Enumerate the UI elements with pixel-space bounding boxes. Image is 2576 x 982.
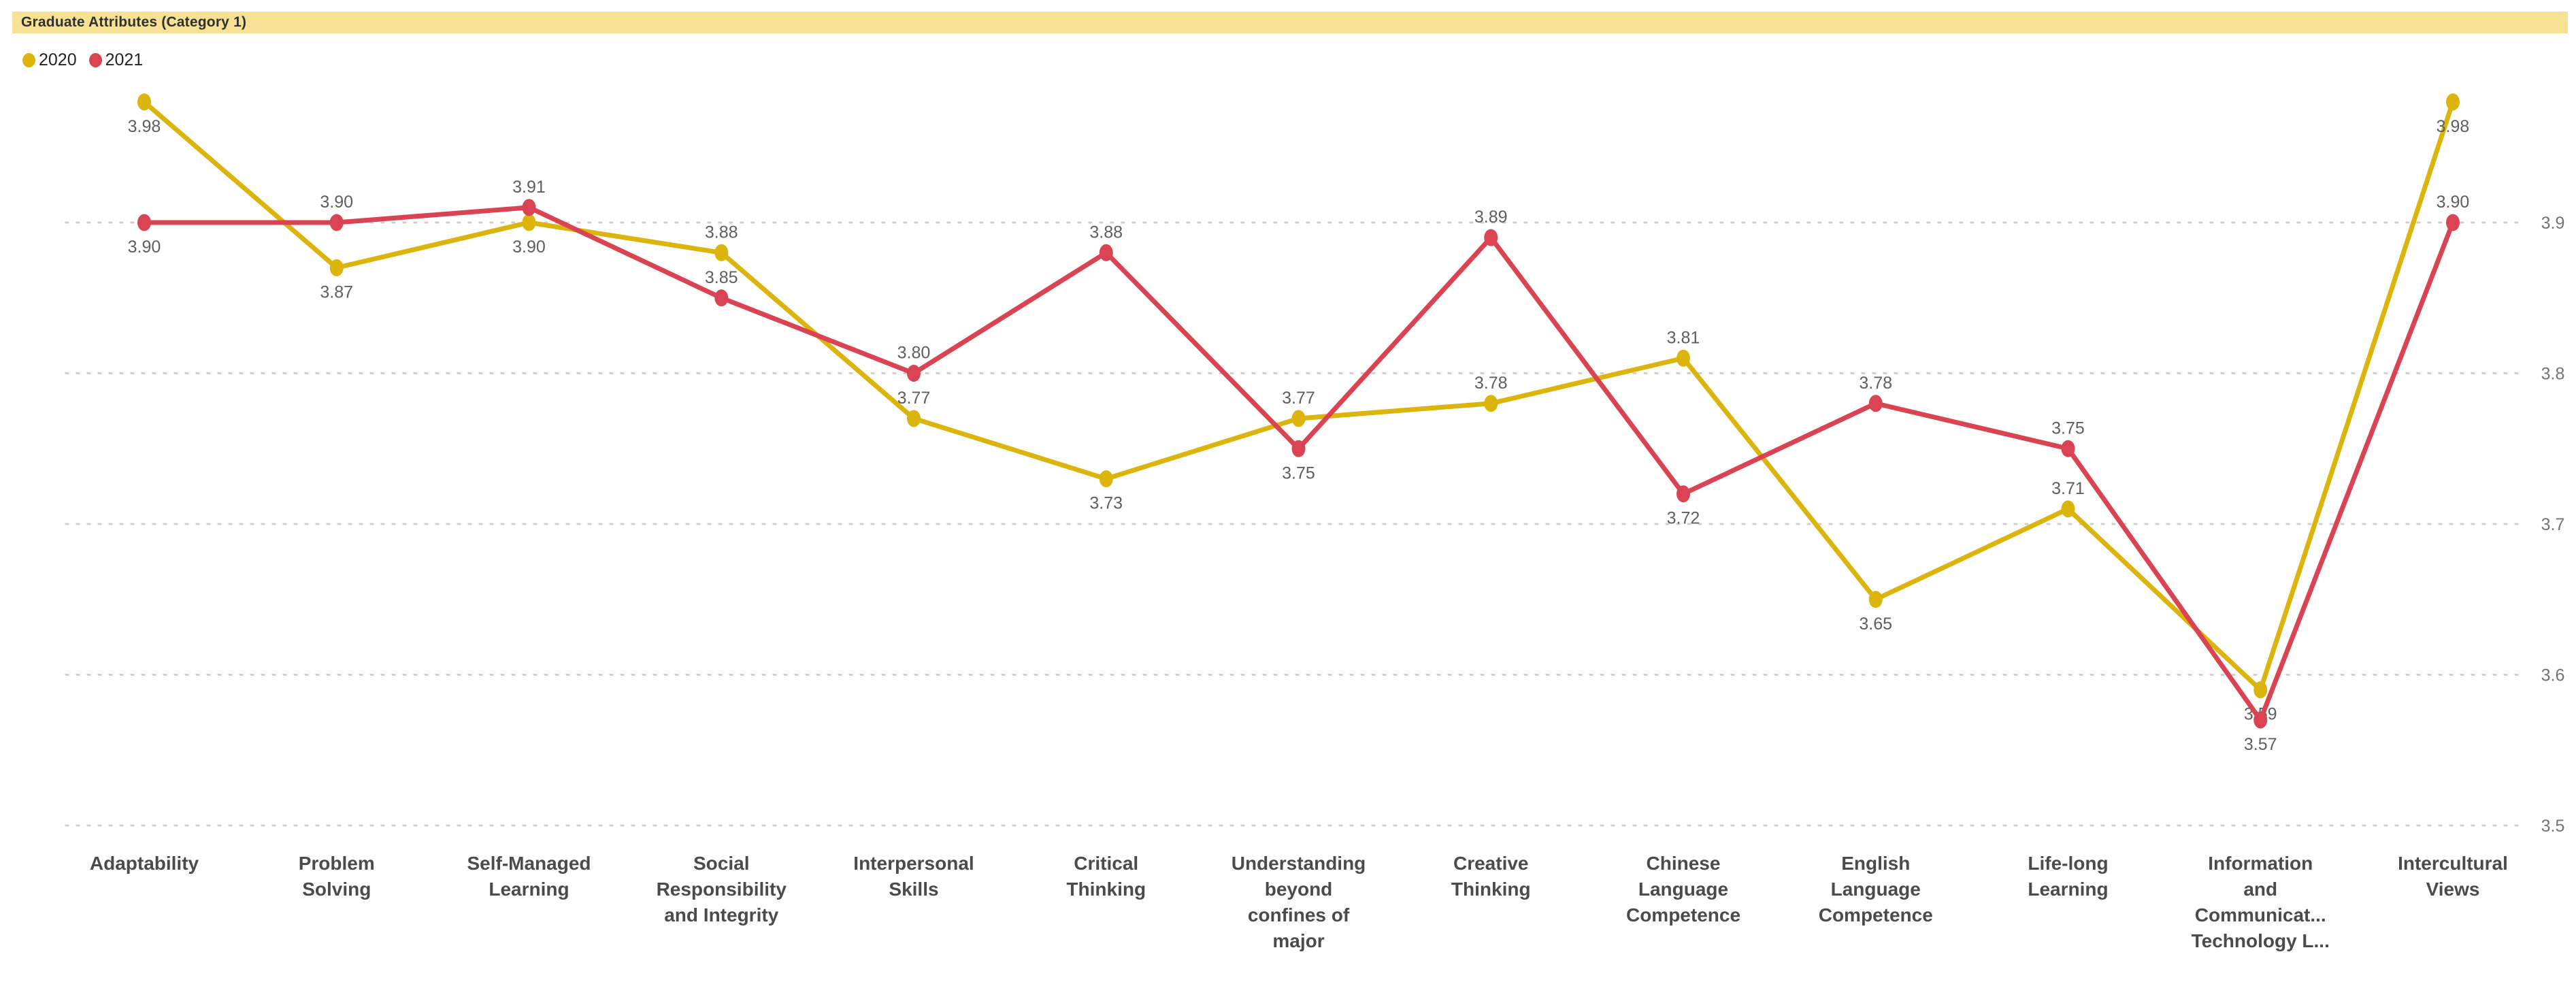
data-label-2020-3: 3.88 (705, 223, 738, 242)
y-axis-tick-3.9: 3.9 (2541, 214, 2565, 233)
data-point-2021-9[interactable] (1868, 395, 1883, 412)
data-point-2020-2[interactable] (522, 214, 536, 231)
chart-legend: 2020 2021 (22, 50, 143, 70)
x-axis-label-10: Life-long Learning (2028, 853, 2109, 900)
visual-title-bar: Graduate Attributes (Category 1) (12, 12, 2568, 33)
y-axis-tick-3.8: 3.8 (2541, 365, 2565, 384)
data-label-2020-6: 3.77 (1282, 389, 1315, 408)
data-point-2020-3[interactable] (714, 244, 729, 261)
data-label-2020-8: 3.81 (1667, 328, 1700, 347)
data-label-2020-0: 3.98 (128, 117, 161, 136)
data-point-2020-10[interactable] (2061, 500, 2075, 518)
data-label-2021-12: 3.90 (2437, 193, 2470, 212)
x-axis-label-6: Understanding beyond confines of major (1231, 853, 1366, 951)
y-axis-tick-3.5: 3.5 (2541, 817, 2565, 836)
data-point-2020-11[interactable] (2253, 681, 2268, 699)
data-label-2021-6: 3.75 (1282, 463, 1315, 482)
legend-dot-2021 (88, 53, 102, 67)
data-point-2021-5[interactable] (1099, 244, 1113, 261)
data-point-2021-6[interactable] (1291, 440, 1306, 457)
x-axis-label-11: Information and Communicat... Technology L.… (2191, 853, 2330, 951)
legend-item-2021[interactable]: 2021 (88, 50, 144, 70)
data-label-2020-1: 3.87 (320, 282, 353, 301)
data-point-2020-7[interactable] (1484, 395, 1498, 412)
data-label-2021-7: 3.89 (1474, 208, 1508, 227)
data-label-2020-7: 3.78 (1474, 374, 1508, 393)
data-label-2020-10: 3.71 (2051, 479, 2085, 498)
data-label-2020-2: 3.90 (512, 238, 546, 257)
data-point-2021-0[interactable] (137, 214, 151, 231)
data-label-2020-12: 3.98 (2437, 117, 2470, 136)
data-point-2021-8[interactable] (1677, 485, 1690, 503)
data-point-2021-11[interactable] (2253, 711, 2268, 729)
x-axis-label-4: Interpersonal Skills (853, 853, 974, 900)
x-axis-label-12: Intercultural Views (2398, 853, 2508, 900)
data-label-2021-5: 3.88 (1089, 223, 1123, 242)
x-axis-label-7: Creative Thinking (1451, 853, 1531, 900)
data-label-2021-3: 3.85 (705, 268, 738, 287)
series-2021: 3.90 3.90 3.91 3.85 3.80 3.88 3.75 3.89 3.72 3.78… (128, 178, 2470, 754)
series-2020: 3.98 3.87 3.90 3.88 3.77 3.73 3.77 3.78 3.81 3.65… (128, 93, 2470, 724)
data-label-2021-1: 3.90 (320, 193, 353, 212)
data-point-2020-5[interactable] (1099, 470, 1113, 488)
data-label-2021-4: 3.80 (897, 344, 931, 363)
y-axis-tick-3.6: 3.6 (2541, 666, 2565, 685)
data-label-2021-8: 3.72 (1667, 509, 1700, 528)
data-point-2021-10[interactable] (2061, 440, 2075, 457)
data-point-2020-8[interactable] (1677, 349, 1690, 367)
data-point-2021-7[interactable] (1484, 229, 1498, 246)
data-point-2020-1[interactable] (329, 259, 344, 276)
data-label-2021-9: 3.78 (1859, 374, 1892, 393)
data-label-2020-9: 3.65 (1859, 615, 1892, 634)
legend-label-2021: 2021 (105, 50, 144, 69)
data-point-2021-3[interactable] (714, 289, 729, 307)
legend-label-2020: 2020 (39, 50, 77, 69)
data-label-2021-2: 3.91 (512, 178, 546, 197)
data-label-2021-11: 3.57 (2244, 735, 2277, 754)
data-point-2021-12[interactable] (2446, 214, 2460, 231)
x-axis-label-9: English Language Competence (1818, 853, 1933, 926)
data-point-2021-1[interactable] (329, 214, 344, 231)
x-axis-label-3: Social Responsibility and Integrity (656, 853, 787, 926)
x-axis-label-5: Critical Thinking (1066, 853, 1146, 900)
data-point-2020-12[interactable] (2446, 93, 2460, 111)
x-axis-label-8: Chinese Language Competence (1625, 853, 1741, 926)
data-label-2020-4: 3.77 (897, 389, 931, 408)
data-label-2021-10: 3.75 (2051, 419, 2085, 438)
x-axis-label-0: Adaptability (89, 853, 199, 874)
chart-title: Graduate Attributes (Category 1) (21, 14, 247, 30)
data-point-2021-2[interactable] (522, 199, 536, 216)
x-axis-label-1: Problem Solving (298, 853, 375, 900)
data-label-2021-0: 3.90 (128, 238, 161, 257)
data-label-2020-5: 3.73 (1089, 494, 1123, 513)
legend-dot-2020 (22, 53, 35, 67)
data-point-2020-0[interactable] (137, 93, 151, 111)
x-axis-label-2: Self-Managed Learning (467, 853, 591, 900)
data-point-2020-6[interactable] (1291, 410, 1306, 427)
y-axis-tick-3.7: 3.7 (2541, 515, 2565, 534)
legend-item-2020[interactable]: 2020 (22, 50, 77, 70)
data-point-2021-4[interactable] (907, 365, 921, 382)
data-point-2020-4[interactable] (907, 410, 921, 427)
data-point-2020-9[interactable] (1868, 591, 1883, 608)
